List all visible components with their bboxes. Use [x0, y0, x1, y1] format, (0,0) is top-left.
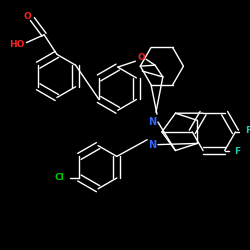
- Text: N: N: [148, 117, 156, 127]
- Text: Cl: Cl: [55, 174, 65, 182]
- Text: F: F: [234, 147, 240, 156]
- Text: N: N: [148, 140, 156, 149]
- Text: F: F: [245, 126, 250, 136]
- Text: O: O: [24, 12, 31, 20]
- Text: O: O: [138, 53, 145, 62]
- Text: HO: HO: [9, 40, 24, 49]
